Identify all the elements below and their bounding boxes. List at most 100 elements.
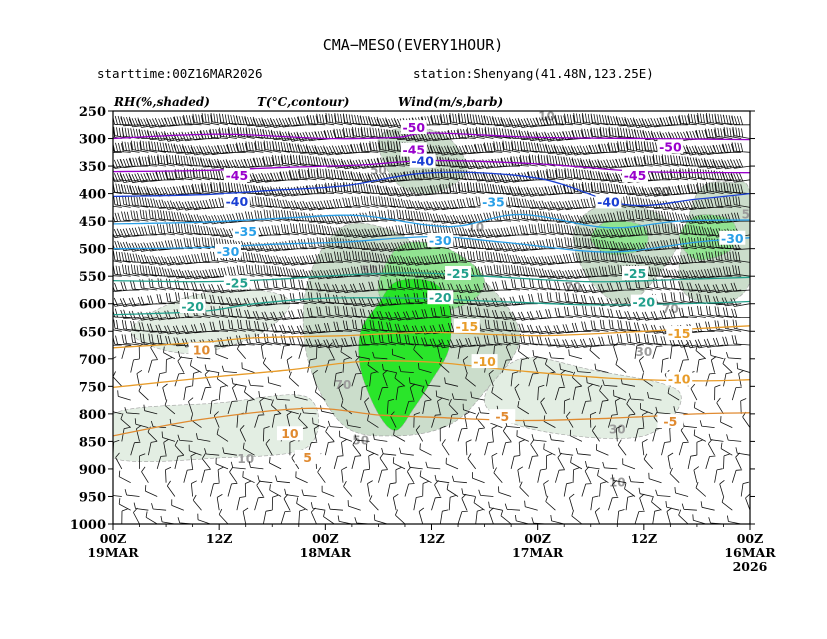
temp-label-bg	[188, 342, 215, 357]
temp-contour	[113, 272, 750, 283]
temp-contour	[113, 171, 750, 207]
temp-label-bg	[621, 167, 648, 182]
x-tick-label: 00Z	[524, 531, 551, 546]
temp-label-bg	[657, 414, 684, 429]
temp-label: -40	[411, 154, 434, 169]
y-tick-label: 750	[79, 380, 106, 395]
wind-barb-path	[113, 397, 747, 415]
temp-label: -5	[495, 409, 509, 424]
temp-label: 10	[281, 426, 299, 441]
wind-barb-path	[113, 356, 750, 373]
temp-label-bg	[223, 275, 250, 290]
x-tick-label: 12Z	[418, 531, 445, 546]
x-tick-year: 2026	[733, 559, 768, 574]
wind-barb-row	[113, 356, 750, 373]
temp-label-bg	[630, 294, 657, 309]
temp-label: -20	[633, 295, 656, 310]
legend-wind: Wind(m/s,barb)	[398, 95, 503, 109]
temp-label: -35	[234, 224, 257, 239]
wind-barb-row	[113, 383, 750, 401]
temp-label-bg	[719, 230, 746, 245]
wind-barb-path	[121, 507, 742, 524]
wind-barb-path	[113, 209, 750, 225]
wind-barb-path	[113, 305, 750, 321]
wind-barb-path	[113, 113, 750, 128]
y-tick-label: 700	[79, 353, 106, 368]
wind-barb-path	[113, 479, 749, 497]
wind-barb-row	[113, 154, 750, 170]
wind-barb-row	[113, 113, 750, 128]
rh-label: 70	[662, 302, 679, 316]
wind-barb-row	[113, 397, 747, 415]
x-tick-label: 00Z	[737, 531, 764, 546]
wind-barb-row	[113, 493, 750, 511]
temp-label-bg	[445, 265, 472, 280]
temp-label: -40	[597, 194, 620, 209]
temp-label: -25	[226, 275, 249, 290]
temp-label-bg	[232, 224, 259, 239]
start-time: starttime:00Z16MAR2026	[97, 66, 263, 81]
x-tick-date: 17MAR	[512, 545, 564, 560]
wind-barb-row	[113, 479, 749, 497]
temp-label-bg	[489, 409, 516, 424]
y-tick-label: 1000	[70, 518, 106, 533]
wind-barb-row	[113, 209, 750, 225]
temp-label: -40	[226, 194, 249, 209]
wind-barb-row	[121, 507, 742, 524]
temp-contour	[113, 132, 750, 141]
y-tick-label: 350	[79, 160, 106, 175]
wind-barb-path	[113, 333, 750, 349]
temp-label: -50	[659, 139, 682, 154]
y-tick-label: 250	[79, 105, 106, 120]
rh-label: 70	[335, 378, 352, 392]
temp-label: -5	[663, 414, 677, 429]
y-tick-label: 800	[79, 408, 106, 423]
temp-label: 10	[193, 343, 211, 358]
temp-label: 5	[303, 450, 312, 465]
y-tick-label: 850	[79, 435, 106, 450]
wind-barb-path	[113, 154, 750, 170]
wind-barb-row	[113, 438, 750, 456]
y-tick-label: 950	[79, 490, 106, 505]
x-tick-date: 16MAR	[724, 545, 776, 560]
wind-barb-row	[121, 342, 742, 360]
temp-label: -45	[624, 168, 647, 183]
y-tick-label: 500	[79, 243, 106, 258]
wind-barb-path	[113, 438, 750, 456]
temp-label: -30	[721, 231, 744, 246]
temp-label-bg	[471, 354, 498, 369]
wind-barb-path	[121, 342, 742, 360]
y-tick-label: 450	[79, 215, 106, 230]
rh-label: 10	[538, 110, 555, 124]
temp-label: -35	[482, 194, 505, 209]
chart-title: CMA−MESO(EVERY1HOUR)	[323, 36, 504, 54]
temp-label-bg	[223, 167, 250, 182]
temp-label: -30	[217, 244, 240, 259]
temp-label-bg	[294, 449, 321, 464]
rh-label: 50	[742, 208, 759, 222]
temp-label: -25	[447, 266, 470, 281]
temp-label: -45	[226, 168, 249, 183]
temp-label-bg	[223, 193, 250, 208]
temp-label: -20	[429, 290, 452, 305]
wind-barb-row	[113, 333, 750, 349]
temp-label: -50	[403, 120, 426, 135]
temp-label: -15	[456, 319, 479, 334]
station-info: station:Shenyang(41.48N,123.25E)	[413, 66, 654, 81]
x-tick-date: 19MAR	[87, 545, 139, 560]
rh-label: 30	[609, 422, 626, 436]
temp-label-bg	[215, 243, 242, 258]
wind-barb-path	[113, 250, 750, 266]
temp-label-bg	[621, 265, 648, 280]
y-tick-label: 900	[79, 463, 106, 478]
temp-label: -20	[181, 299, 204, 314]
temp-label-bg	[409, 153, 436, 168]
temp-label-bg	[666, 371, 693, 386]
temp-label: -10	[473, 354, 496, 369]
x-tick-label: 12Z	[631, 531, 658, 546]
rh-label: 30	[635, 345, 652, 359]
x-tick-label: 00Z	[100, 531, 127, 546]
